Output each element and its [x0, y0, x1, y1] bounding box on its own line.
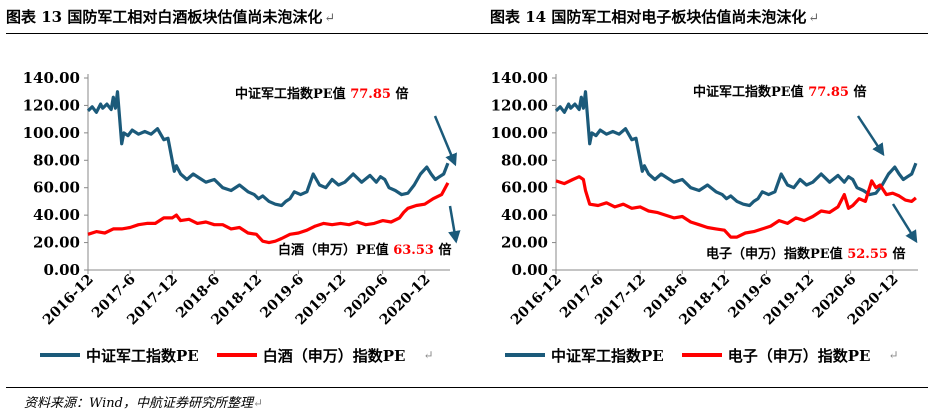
series-line-other — [555, 175, 917, 239]
bottom-rule — [6, 387, 928, 388]
legend-item-electronics: 电子（申万）指数PE — [681, 345, 871, 366]
y-tick-label: 60.00 — [501, 179, 548, 197]
annotation-suffix: 倍 — [888, 246, 906, 262]
annotation-value: 77.85 — [350, 87, 391, 102]
legend-label-military: 中证军工指数PE — [86, 346, 199, 365]
legend-item-military: 中证军工指数PE — [40, 345, 199, 366]
legend-swatch-military — [505, 353, 545, 357]
chart-14-legend: 中证军工指数PE 电子（申万）指数PE ↵ — [505, 344, 899, 366]
series-line-military — [86, 90, 450, 208]
paragraph-mark-icon: ↵ — [253, 396, 264, 410]
annotation-arrow — [448, 205, 461, 244]
annotation-value: 77.85 — [808, 85, 849, 100]
y-tick-label: 120.00 — [491, 96, 548, 114]
figure-14-title: 图表 14 国防军工相对电子板块估值尚未泡沫化 ↵ — [490, 6, 819, 27]
source-note: 资料来源：Wind，中航证券研究所整理↵ — [24, 392, 263, 411]
x-tick-label: 2016-12 — [508, 272, 565, 329]
legend-item-military: 中证军工指数PE — [505, 345, 664, 366]
y-tick-label: 20.00 — [33, 234, 80, 252]
y-tick-label: 40.00 — [33, 206, 80, 224]
y-tick-label: 140.00 — [23, 69, 80, 87]
y-tick-label: 120.00 — [23, 96, 80, 114]
y-tick-label: 60.00 — [33, 179, 80, 197]
legend-swatch-liquor — [216, 353, 257, 357]
annotation-prefix: 中证军工指数PE值 — [693, 84, 808, 100]
chart-13-legend: 中证军工指数PE 白酒（申万）指数PE ↵ — [40, 344, 434, 366]
figure-13-title-text: 图表 13 国防军工相对白酒板块估值尚未泡沫化 — [6, 8, 323, 26]
y-tick-label: 80.00 — [501, 151, 548, 169]
y-tick-label: 40.00 — [501, 206, 548, 224]
annotation-arrow — [891, 203, 918, 244]
y-tick-label: 100.00 — [23, 124, 80, 142]
annotation-arrow — [856, 115, 885, 157]
paragraph-mark-icon: ↵ — [423, 348, 434, 362]
y-tick-label: 100.00 — [491, 124, 548, 142]
annotation-suffix: 倍 — [391, 86, 409, 102]
annotation-suffix: 倍 — [849, 84, 867, 100]
annotation-label: 电子（申万）指数PE值 52.55 倍 — [706, 246, 905, 262]
legend-label-military: 中证军工指数PE — [551, 346, 664, 365]
y-tick-label: 0.00 — [511, 261, 548, 279]
series-line-other — [87, 182, 450, 245]
paragraph-mark-icon: ↵ — [324, 11, 336, 26]
y-tick-label: 20.00 — [501, 234, 548, 252]
legend-item-liquor: 白酒（申万）指数PE — [216, 345, 406, 366]
figure-14-title-text: 图表 14 国防军工相对电子板块估值尚未泡沫化 — [490, 8, 807, 26]
figure-13-title: 图表 13 国防军工相对白酒板块估值尚未泡沫化 ↵ — [6, 6, 335, 27]
series-line-military — [554, 90, 918, 208]
annotation-suffix: 倍 — [434, 242, 452, 258]
y-tick-label: 80.00 — [33, 151, 80, 169]
annotation-prefix: 中证军工指数PE值 — [235, 86, 350, 102]
annotation-arrow — [433, 115, 457, 167]
legend-label-electronics: 电子（申万）指数PE — [727, 346, 871, 365]
legend-swatch-electronics — [681, 353, 722, 357]
legend-swatch-military — [40, 353, 80, 357]
source-text: 资料来源：Wind，中航证券研究所整理 — [24, 396, 253, 411]
legend-label-liquor: 白酒（申万）指数PE — [262, 346, 406, 365]
x-tick-label: 2016-12 — [40, 272, 97, 329]
annotation-label: 白酒（申万）PE值 63.53 倍 — [278, 242, 451, 258]
y-tick-label: 0.00 — [43, 261, 80, 279]
annotation-label: 中证军工指数PE值 77.85 倍 — [693, 84, 866, 100]
annotation-value: 52.55 — [847, 247, 888, 262]
top-rule — [6, 33, 928, 34]
paragraph-mark-icon: ↵ — [808, 11, 820, 26]
annotation-value: 63.53 — [393, 243, 434, 258]
chart-14-military-vs-electronics: 0.00 20.00 40.00 60.00 80.00 100.00 120.00 140.… — [491, 69, 918, 329]
annotation-prefix: 白酒（申万）PE值 — [278, 242, 393, 258]
paragraph-mark-icon: ↵ — [888, 348, 899, 362]
annotation-prefix: 电子（申万）指数PE值 — [706, 246, 847, 262]
annotation-label: 中证军工指数PE值 77.85 倍 — [235, 86, 408, 102]
y-tick-label: 140.00 — [491, 69, 548, 87]
chart-13-military-vs-liquor: 0.00 20.00 40.00 60.00 80.00 100.00 120.00 140.… — [23, 69, 461, 329]
